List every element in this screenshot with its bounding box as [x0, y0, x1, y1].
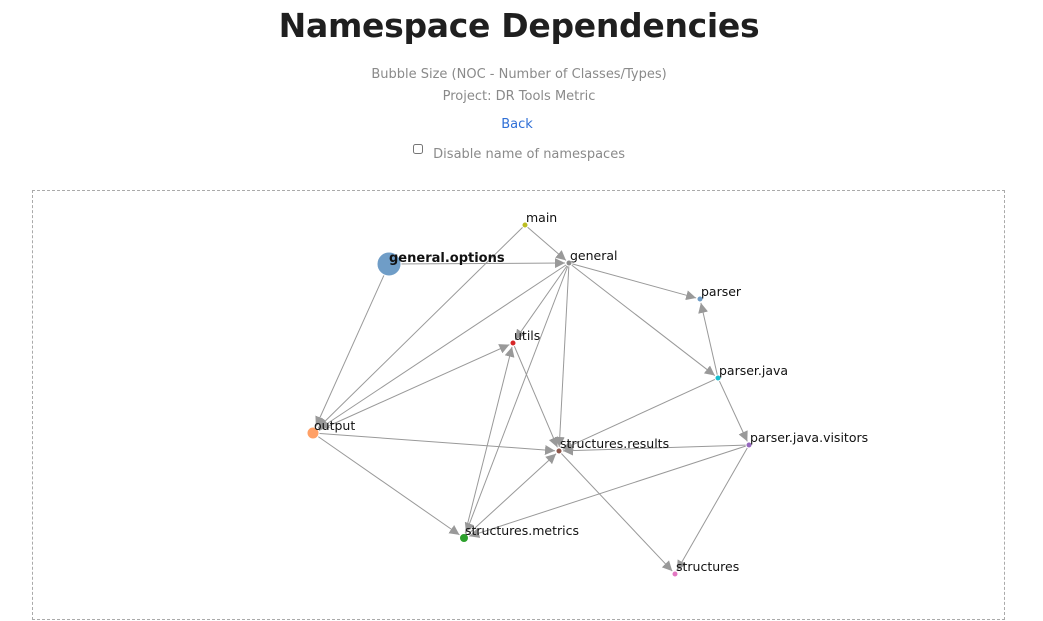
edge-structures-metrics-to-utils — [463, 346, 515, 539]
edge-general-to-structures-metrics — [464, 262, 570, 534]
node-label-parser: parser — [701, 284, 742, 299]
page-title: Namespace Dependencies — [278, 6, 760, 45]
node-label-structures: structures — [676, 559, 739, 574]
edge-parser-java-to-structures-results — [562, 377, 719, 450]
node-general[interactable] — [565, 259, 573, 267]
node-structures[interactable] — [671, 570, 679, 578]
graph-canvas[interactable]: main general.options general parser utils par… — [32, 190, 1005, 620]
bubble-size-caption: Bubble Size (NOC - Number of Classes/Typ… — [371, 67, 667, 82]
project-caption: Project: DR Tools Metric — [442, 89, 596, 104]
node-label-main: main — [526, 210, 557, 225]
disable-names-label[interactable]: Disable name of namespaces — [433, 147, 625, 162]
edge-parser-java-visitors-to-structures — [676, 444, 750, 571]
node-main[interactable] — [521, 221, 529, 229]
edge-main-to-output — [317, 224, 526, 429]
node-parser-java[interactable] — [714, 374, 722, 382]
edge-general-to-structures-results — [554, 262, 570, 448]
node-label-general-options: general.options — [389, 251, 505, 266]
edge-general-to-parser-java — [568, 262, 716, 376]
edge-output-to-utils — [312, 344, 510, 434]
graph-nodes — [306, 221, 753, 578]
node-label-output: output — [314, 418, 355, 433]
graph-edges — [312, 224, 750, 572]
back-container: Back — [0, 117, 1034, 132]
edge-parser-java-visitors-to-structures-results — [562, 444, 750, 456]
edge-general-to-output — [318, 262, 570, 430]
edge-output-to-structures-results — [312, 432, 556, 455]
node-label-general: general — [570, 248, 618, 263]
node-label-structures-metrics: structures.metrics — [465, 523, 579, 538]
node-label-utils: utils — [514, 328, 540, 343]
node-label-structures-results: structures.results — [560, 436, 669, 451]
edge-general-options-to-general — [388, 258, 566, 269]
node-structures-metrics[interactable] — [459, 533, 469, 543]
node-utils[interactable] — [509, 339, 517, 347]
edge-general-to-utils — [514, 262, 570, 341]
edge-main-to-general — [524, 224, 567, 261]
edge-output-to-structures-metrics — [312, 432, 460, 536]
node-label-parser-java-visitors: parser.java.visitors — [750, 430, 868, 445]
node-general-options[interactable] — [376, 251, 402, 277]
node-parser-java-visitors[interactable] — [745, 441, 753, 449]
node-structures-results[interactable] — [555, 447, 563, 455]
back-link[interactable]: Back — [501, 117, 533, 132]
edge-utils-to-structures-results — [512, 342, 559, 448]
disable-names-checkbox[interactable] — [413, 144, 424, 154]
node-parser[interactable] — [696, 295, 704, 303]
node-output[interactable] — [306, 426, 320, 440]
edge-parser-java-to-parser-java-visitors — [717, 377, 748, 442]
edge-structures-results-to-structures — [558, 450, 673, 572]
node-label-parser-java: parser.java — [719, 363, 788, 378]
edge-structures-metrics-to-structures-results — [463, 453, 557, 539]
edge-general-options-to-output — [315, 263, 390, 427]
disable-names-toggle[interactable]: Disable name of namespaces — [0, 144, 1038, 162]
dependency-graph[interactable]: main general.options general parser utils par… — [33, 191, 1006, 621]
graph-labels: main general.options general parser utils par… — [314, 210, 868, 574]
edge-parser-java-visitors-to-structures-metrics — [469, 444, 750, 538]
edge-general-to-parser — [568, 262, 697, 301]
edge-parser-java-to-parser — [698, 302, 719, 379]
